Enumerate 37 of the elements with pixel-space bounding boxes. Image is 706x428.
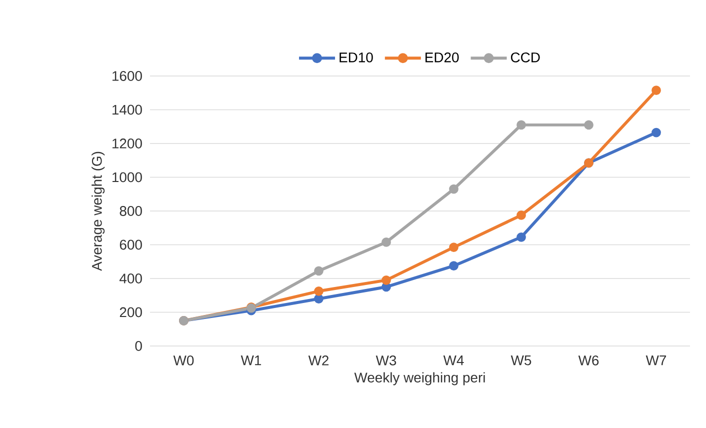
- point: [652, 128, 661, 138]
- x-tick-label: W5: [510, 356, 532, 366]
- x-tick-label: W7: [646, 356, 666, 366]
- point: [314, 286, 324, 296]
- legend-label: ED10: [340, 52, 373, 62]
- x-tick-label: W4: [443, 356, 464, 366]
- y-tick-label: 400: [120, 274, 142, 284]
- x-tick-label: W1: [240, 356, 262, 366]
- y-tick-label: 1200: [112, 138, 142, 148]
- point: [382, 282, 391, 292]
- y-tick-label: 600: [120, 240, 142, 250]
- y-axis-title: Average weight (G): [92, 152, 105, 271]
- point: [652, 86, 661, 96]
- point: [382, 275, 391, 285]
- y-tick-label: 800: [120, 206, 142, 216]
- point: [584, 120, 594, 130]
- y-tick-label: 1400: [112, 104, 142, 115]
- point: [449, 242, 458, 252]
- point: [314, 294, 324, 304]
- y-tick-label: 1600: [112, 71, 142, 81]
- point: [449, 184, 458, 194]
- point: [516, 210, 526, 220]
- point: [449, 261, 458, 271]
- x-tick-label: W3: [376, 356, 396, 366]
- legend-label: ED20: [426, 52, 459, 62]
- x-tick-label: W6: [578, 356, 599, 366]
- y-tick-label: 200: [120, 307, 142, 318]
- y-tick-label: 0: [135, 341, 142, 351]
- point: [516, 120, 526, 130]
- x-tick-label: W2: [308, 356, 329, 366]
- x-axis-title: Weekly weighing peri: [354, 372, 485, 386]
- point: [516, 232, 526, 242]
- x-tick-label: W0: [173, 356, 194, 366]
- point: [382, 238, 391, 247]
- legend-label: CCD: [510, 52, 540, 62]
- point: [314, 266, 324, 276]
- y-tick-label: 1000: [112, 172, 142, 182]
